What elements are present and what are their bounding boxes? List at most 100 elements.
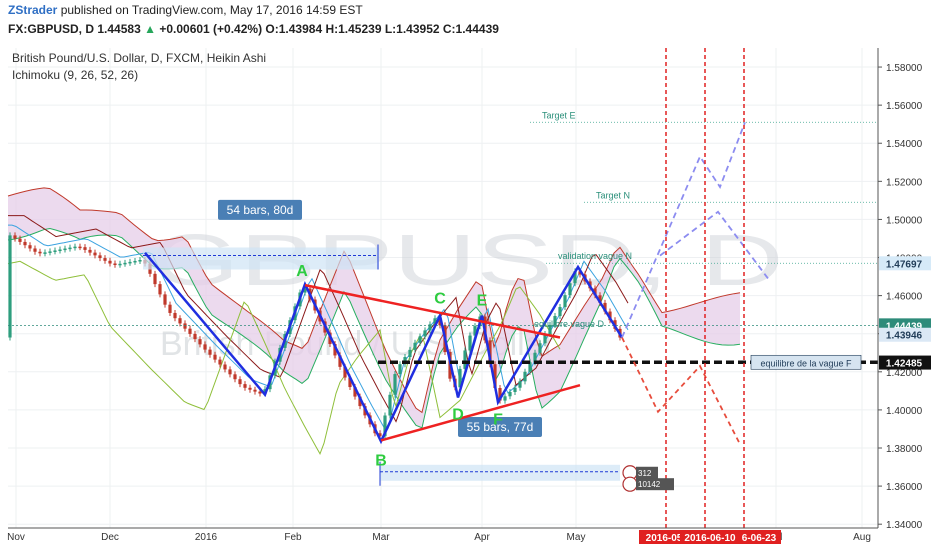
y-tick-label: 1.40000 [886,406,923,417]
wave-label-a: A [296,263,308,280]
range-box-label-bg [458,417,542,438]
y-tick-label: 1.52000 [886,177,923,188]
candle-body [463,350,467,369]
candle-body [38,251,42,254]
range-box-label: 54 bars, 80d [227,203,294,217]
candle-body [163,294,167,305]
candle-body [153,273,157,285]
candle-body [303,288,307,293]
candle-body [393,374,397,395]
candle-body [553,316,557,325]
wave-label-b: B [375,452,387,469]
event-count-bg [636,478,674,491]
candle-body [108,260,112,264]
candle-body [198,339,202,345]
candle-body [568,283,572,296]
candle-body [168,304,172,313]
axes: 1.580001.560001.540001.520001.500001.480… [7,48,931,544]
price-label-box [879,327,931,342]
candle-body [83,247,87,250]
candle-body [68,247,72,250]
candle-body [538,343,542,353]
wave-label-f: F [493,411,503,428]
quote-line: FX:GBPUSD, D 1.44583 ▲ +0.00601 (+0.42%)… [8,22,499,36]
candle-body [28,245,32,249]
candle-body [418,336,422,343]
publish-line: ZStrader published on TradingView.com, M… [8,3,363,17]
price-change: +0.00601 (+0.42%) [159,22,263,36]
change-arrow-icon: ▲ [144,22,156,36]
ohlc-values: O:1.43984 H:1.45239 L:1.43952 C:1.44439 [265,22,499,36]
candle-body [458,368,462,388]
x-tick-label: Mar [372,532,390,543]
equilibrium-label: equilibre de la vague F [760,358,852,368]
candle-body [603,302,607,312]
candle-body [348,377,352,388]
y-tick-label: 1.42000 [886,368,923,379]
candle-body [503,396,507,401]
wave-label-e: E [477,293,488,310]
x-tick-label: Feb [284,532,302,543]
candle-body [248,387,252,390]
candle-body [183,323,187,329]
candle-body [258,391,262,394]
x-tick-label: May [567,532,586,543]
candle-body [218,359,222,365]
legend-indicator: Ichimoku (9, 26, 52, 26) [12,68,138,82]
x-tick-label: Aug [853,532,871,543]
candle-body [598,295,602,303]
author-name[interactable]: ZStrader [8,3,58,17]
candle-body [358,396,362,407]
candle-body [413,342,417,350]
candle-body [558,307,562,317]
candle-body [158,284,162,295]
candle-body [123,262,127,265]
candle-body [178,318,182,324]
date-marker-label: 2016-05 [646,533,683,544]
pattern-zigzag [144,251,624,445]
candle-body [543,333,547,344]
candle-body [563,295,567,308]
candle-body [23,241,27,246]
candle-body [423,330,427,337]
candle-body [593,288,597,296]
candle-body [468,335,472,351]
price-label-text: 1.43946 [886,331,923,342]
candle-body [428,324,432,331]
projection-up-path [621,121,746,338]
date-marker-label: 6-06-23 [742,533,777,544]
x-tick-label: Apr [474,532,490,543]
candle-body [88,249,92,253]
candle-body [388,394,392,416]
publish-text: published on TradingView.com, May 17, 20… [57,3,363,17]
chikou-span-line [7,260,561,455]
candle-body [213,354,217,360]
upper-trendline [304,283,561,339]
candle-body [333,344,337,356]
candle-body [398,364,402,375]
candle-body [133,260,137,263]
event-count-bg [636,466,658,479]
candle-body [473,326,477,336]
candle-body [343,366,347,378]
date-marker-label-bg [737,530,781,544]
candle-body [208,349,212,355]
candle-body [173,312,177,319]
candle-body [193,333,197,340]
candle-body [113,263,117,266]
range-box-top [143,247,379,270]
candle-body [408,349,412,358]
projection-mid-path [659,210,769,280]
price-chart[interactable]: GBPUSD, D British Pound / U.S. Dollar 54… [0,48,932,550]
candle-body [243,384,247,388]
candle-body [103,258,107,261]
candle-body [223,364,227,370]
candle-body [138,260,142,262]
y-tick-label: 1.34000 [886,520,923,531]
candle-body [253,389,257,392]
candle-body [58,249,62,252]
chart-header: ZStrader published on TradingView.com, M… [0,0,932,48]
candle-body [63,248,67,251]
legend-instrument: British Pound/U.S. Dollar, D, FXCM, Heik… [12,51,266,65]
candle-body [118,263,122,266]
